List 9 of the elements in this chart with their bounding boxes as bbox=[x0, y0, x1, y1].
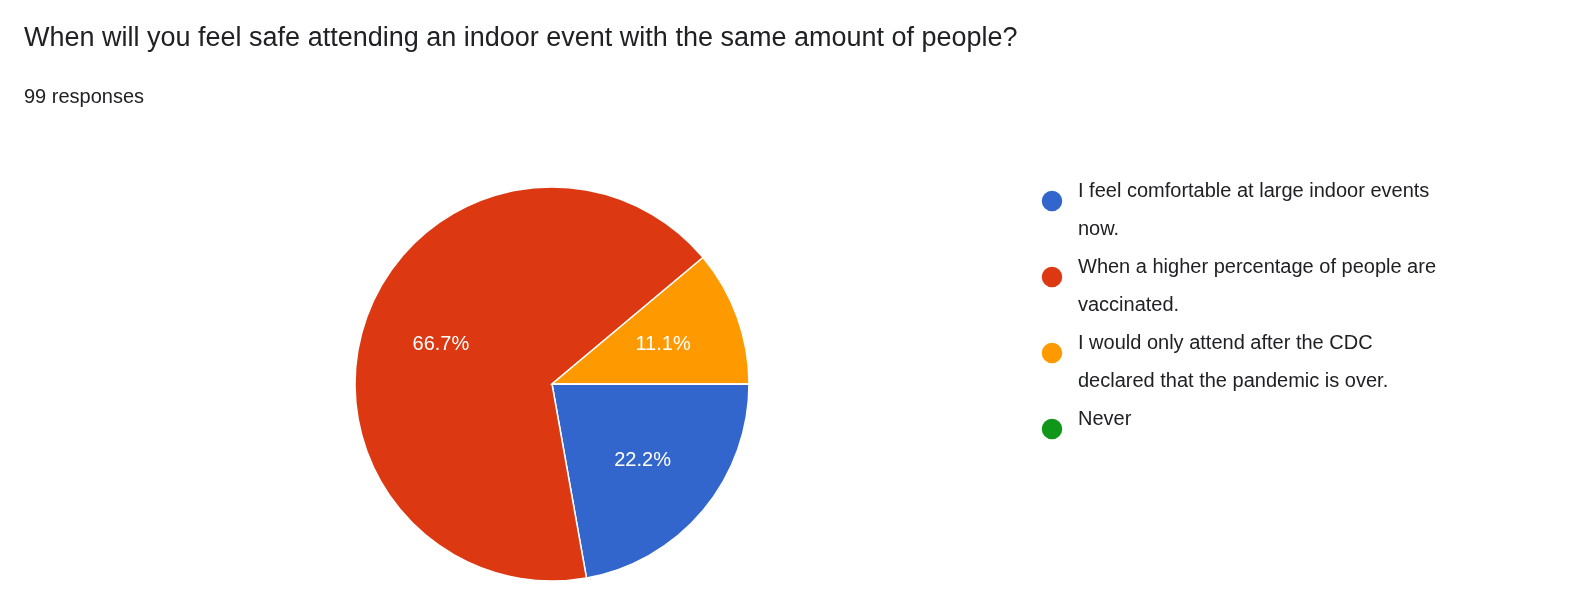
text: 99 responses bbox=[24, 85, 145, 107]
legend-label: I would only attend after the CDC declared that the pandemic is over. bbox=[1078, 331, 1389, 391]
legend-label: Never bbox=[1078, 407, 1132, 429]
data-label: 22.2% bbox=[614, 447, 672, 470]
legend-label: When a higher percentage of people are vaccinated. bbox=[1078, 255, 1437, 315]
chart-title: When will you feel safe attending an indoor event with the same amount of people? bbox=[24, 22, 1018, 52]
data-label: 66.7% bbox=[412, 331, 470, 354]
legend-label: I feel comfortable at large indoor events now. bbox=[1078, 179, 1430, 239]
data-label: 11.1% bbox=[635, 331, 691, 354]
